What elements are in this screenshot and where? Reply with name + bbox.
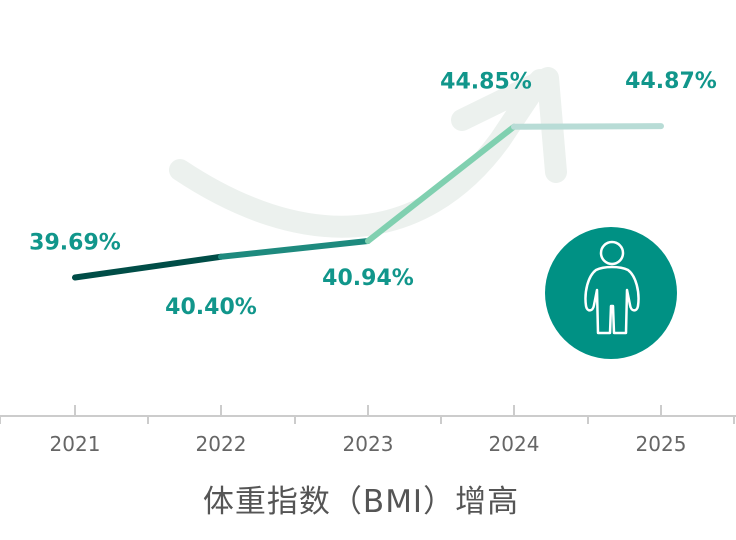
line-segment xyxy=(511,123,664,130)
x-axis-title: 体重指数（BMI）增高 xyxy=(202,484,520,520)
data-label: 39.69% xyxy=(29,231,121,256)
data-label: 44.87% xyxy=(625,69,717,94)
line-segment xyxy=(72,253,224,281)
x-tick-label: 2021 xyxy=(50,432,101,456)
trend-arrow-icon xyxy=(169,67,567,238)
data-labels: 39.69% 40.40% 40.94% 44.85% 44.87% xyxy=(29,69,717,320)
x-tick-label: 2023 xyxy=(343,432,394,456)
data-label: 40.40% xyxy=(165,295,257,320)
data-label: 40.94% xyxy=(322,266,414,291)
line-segment xyxy=(365,123,517,244)
x-axis: 2021 2022 2023 2024 2025 xyxy=(0,405,736,456)
data-line xyxy=(72,123,664,281)
x-tick-label: 2022 xyxy=(196,432,247,456)
x-tick-label: 2024 xyxy=(489,432,540,456)
x-tick-label: 2025 xyxy=(636,432,687,456)
data-label: 44.85% xyxy=(440,70,532,95)
line-segment xyxy=(218,237,371,260)
person-badge xyxy=(545,227,677,359)
person-icon xyxy=(584,240,640,335)
